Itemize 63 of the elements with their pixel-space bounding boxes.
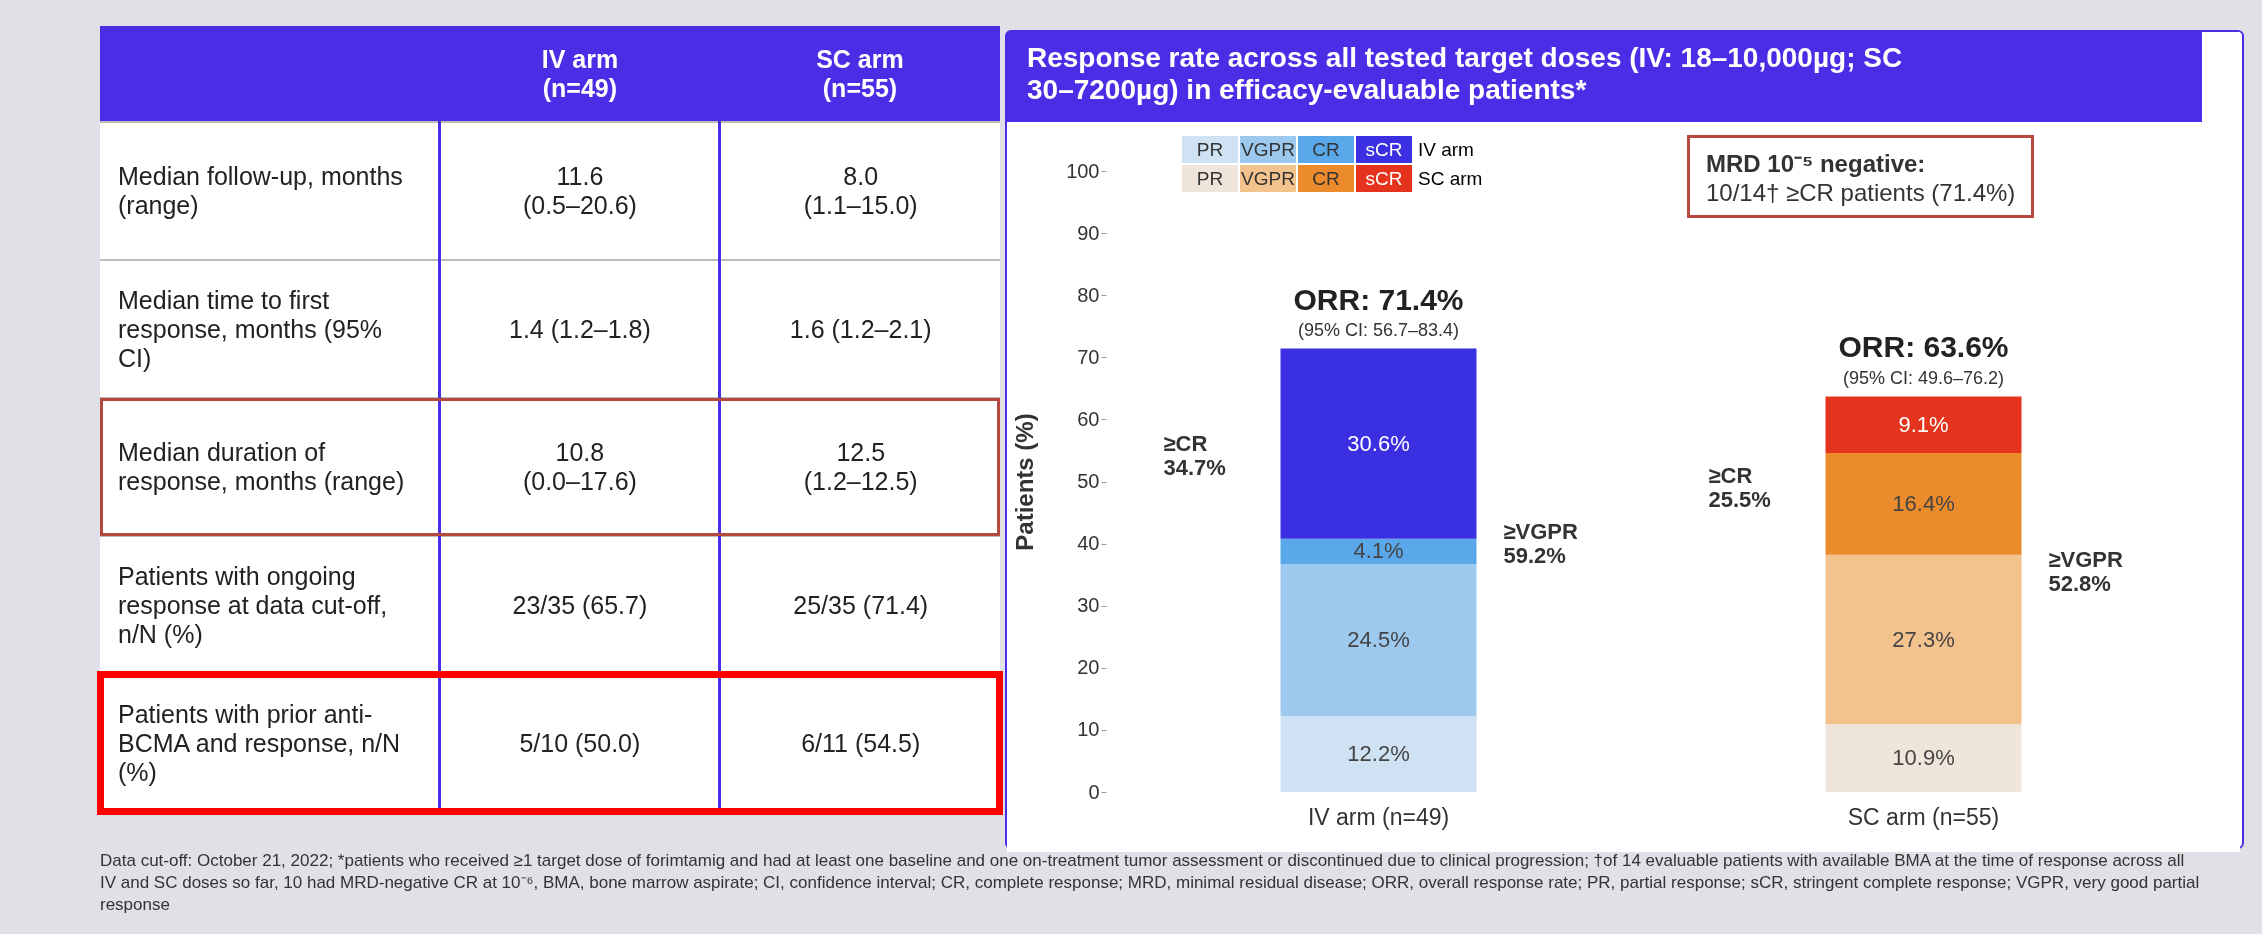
- highlight-frame: Patients with prior anti-BCMA and response, n/N (%) 5/10 (50.0) 6/11 (54.5): [100, 674, 1000, 812]
- legend-label: VGPR: [1240, 165, 1296, 192]
- data-label: 24.5%: [1347, 627, 1410, 653]
- category-label: Median time to first response, months (95% CI): [118, 285, 383, 372]
- text: 1.6 (1.2–2.1): [789, 314, 932, 343]
- bar: [1825, 554, 2022, 725]
- text: 8.0 (1.1–15.0): [803, 162, 918, 219]
- text: Data cut-off: October 21, 2022; *patients who received ≥1 target dose of forimtamig and had at least one baseline and one on-treatment tumor assessment or discontinued due to clinical progression; †of 14 evaluable patients with available BMA at the time of response across all IV and SC doses so far, 10 had MRD-negative CR at 10⁻⁶, BMA, bone marrow aspirate; CI, confidence interval; CR, complete response; MRD, minimal residual disease; ORR, overall response rate; PR, partial response; sCR, stringent complete response; VGPR, very good partial response: [100, 850, 2200, 917]
- category-label: SC arm (n=55): [719, 26, 1000, 122]
- y-tick-label: 50: [1077, 470, 1100, 492]
- data-label: 16.4%: [1892, 490, 1955, 516]
- y-tick-label: 80: [1077, 283, 1100, 306]
- text: IV arm: [1418, 138, 1474, 161]
- legend-label: sCR: [1356, 165, 1412, 192]
- bar: [1825, 452, 2022, 555]
- category-label: IV arm (n=49): [439, 26, 720, 122]
- y-tick-label: 40: [1077, 532, 1100, 555]
- text: 1.4 (1.2–1.8): [509, 314, 651, 343]
- text: 25/35 (71.4): [793, 590, 929, 619]
- y-tick-label: 100: [1066, 159, 1100, 182]
- text: CR: [1312, 138, 1340, 160]
- annotation: ≥VGPR 52.8%: [2048, 547, 2124, 596]
- highlight-frame: Median duration of response, months (range) 10.8 (0.0–17.6) 12.5 (1.2–12.5): [100, 398, 1000, 536]
- data-label: 10.9%: [1892, 745, 1955, 771]
- annotation: 10/14† ≥CR patients (71.4%): [1706, 179, 2016, 206]
- text: VGPR: [1241, 138, 1295, 160]
- y-tick-label: 70: [1077, 345, 1100, 368]
- category-label: Patients with ongoing response at data cut-off, n/N (%): [118, 561, 388, 648]
- y-tick-label: 90: [1077, 221, 1100, 244]
- y-tick-label: 0: [1088, 780, 1100, 803]
- y-tick-label: 30: [1077, 594, 1100, 617]
- bar: [1280, 716, 1477, 792]
- annotation: MRD 10⁻⁵ negative:: [1706, 150, 1926, 177]
- text: 11.6 (0.5–20.6): [522, 162, 637, 219]
- total-label: ORR: 63.6%: [1838, 330, 2009, 364]
- y-tick-label: 60: [1077, 407, 1100, 430]
- bar: [1825, 396, 2022, 453]
- bar: [1280, 564, 1477, 717]
- category-label: Median follow-up, months (range): [118, 162, 403, 219]
- legend-label: CR: [1298, 165, 1354, 192]
- y-tick-label: 20: [1077, 656, 1100, 679]
- data-label: 27.3%: [1892, 626, 1955, 652]
- annotation: ≥CR 34.7%: [1163, 431, 1226, 480]
- text: 23/35 (65.7): [512, 590, 648, 619]
- data-label: 30.6%: [1347, 430, 1410, 456]
- y-tick-label: 10: [1077, 718, 1100, 741]
- data-label: 9.1%: [1898, 411, 1949, 437]
- text: PR: [1196, 138, 1224, 160]
- data-label: 12.2%: [1347, 741, 1410, 767]
- bar: [1280, 538, 1477, 565]
- legend-label: PR: [1182, 165, 1238, 192]
- annotation: ≥VGPR 59.2%: [1503, 519, 1579, 568]
- y-axis-title: Patients (%): [1011, 413, 1039, 551]
- bar: [1825, 724, 2022, 792]
- total-label: ORR: 71.4%: [1293, 282, 1464, 316]
- annotation: (95% CI: 56.7–83.4): [1297, 319, 1460, 340]
- data-label: 4.1%: [1353, 538, 1404, 564]
- annotation: ≥CR 25.5%: [1708, 463, 1771, 512]
- text: sCR: [1365, 138, 1403, 160]
- annotation: SC arm: [1418, 167, 1483, 190]
- annotation: (95% CI: 49.6–76.2): [1842, 368, 2005, 389]
- bar: [1280, 348, 1477, 539]
- chart-title: Response rate across all tested target doses (IV: 18–10,000µg; SC 30–7200µg) in efficacy-evaluable patients*: [1007, 32, 2202, 122]
